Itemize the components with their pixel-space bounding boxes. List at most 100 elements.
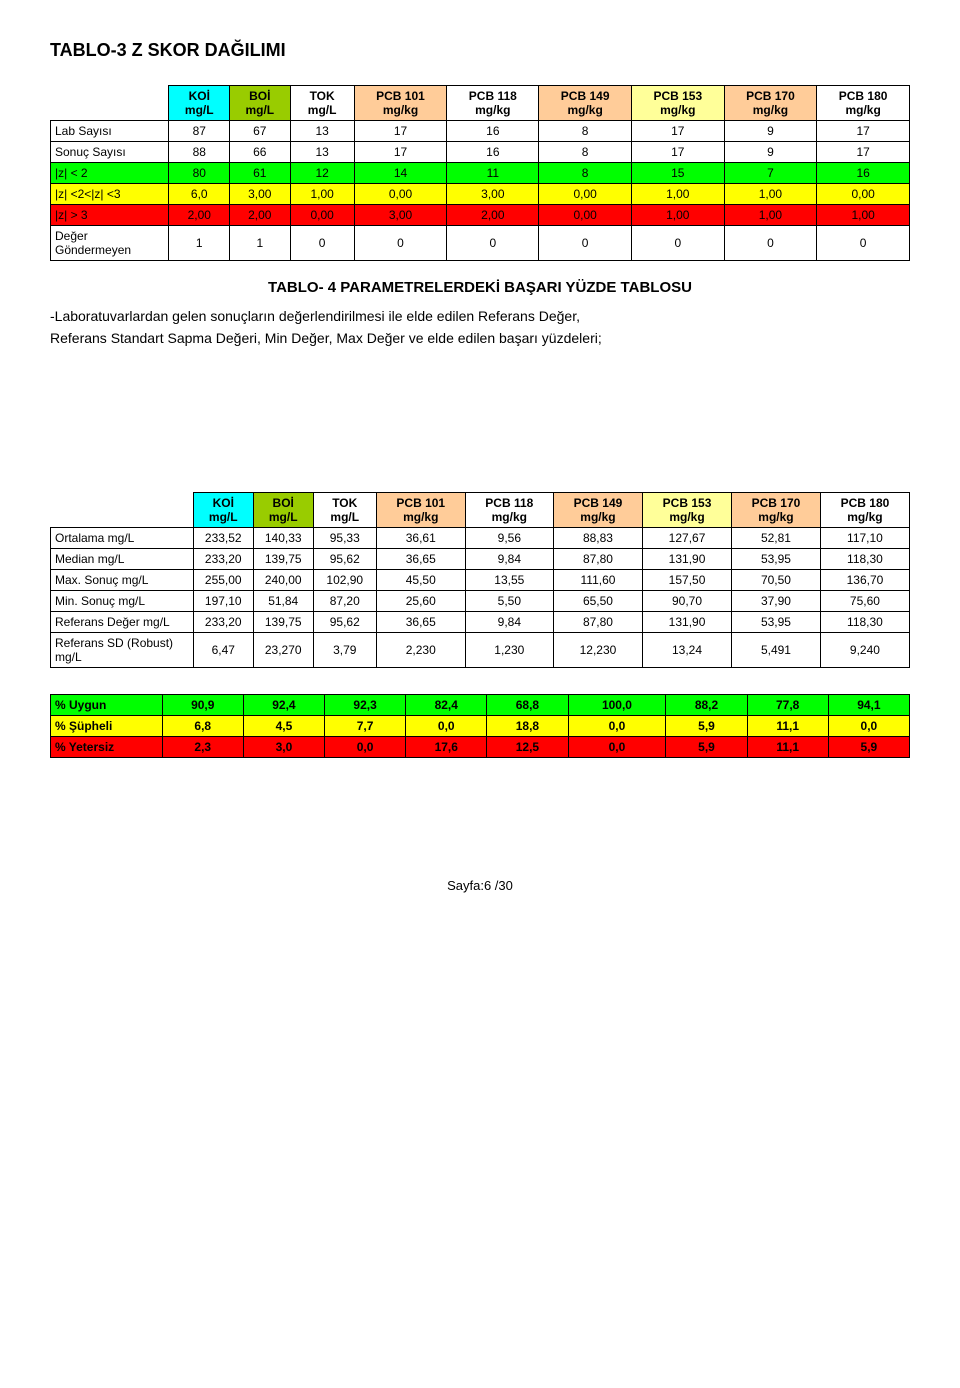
table-cell: 100,0 xyxy=(568,695,666,716)
subtitle: TABLO- 4 PARAMETRELERDEKİ BAŞARI YÜZDE T… xyxy=(50,279,910,296)
table-row: % Yetersiz2,33,00,017,612,50,05,911,15,9 xyxy=(51,737,910,758)
table-cell: 3,00 xyxy=(354,205,447,226)
table-row: Max. Sonuç mg/L255,00240,00102,9045,5013… xyxy=(51,570,910,591)
table-cell: 2,230 xyxy=(376,633,465,668)
table-cell: 17 xyxy=(817,142,910,163)
table-header: KOİ mg/L xyxy=(169,86,230,121)
table-cell: 17,6 xyxy=(406,737,487,758)
table-cell: 8 xyxy=(539,163,632,184)
table-cell: 87,80 xyxy=(553,612,642,633)
table-header: KOİ mg/L xyxy=(193,493,253,528)
table-cell: 36,61 xyxy=(376,528,465,549)
table-cell: 5,9 xyxy=(666,716,747,737)
table-cell: 53,95 xyxy=(732,549,821,570)
table-cell: 13 xyxy=(290,121,354,142)
table-cell: 37,90 xyxy=(732,591,821,612)
table-cell: 17 xyxy=(631,121,724,142)
table-cell: 52,81 xyxy=(732,528,821,549)
table-cell: 0,00 xyxy=(539,184,632,205)
table-stats: KOİ mg/LBOİ mg/LTOK mg/LPCB 101 mg/kgPCB… xyxy=(50,492,910,668)
table-cell: 17 xyxy=(354,121,447,142)
table-cell: 136,70 xyxy=(820,570,909,591)
table-cell: 0 xyxy=(290,226,354,261)
table-header: PCB 118 mg/kg xyxy=(447,86,539,121)
table-cell: 11 xyxy=(447,163,539,184)
table-cell: 36,65 xyxy=(376,612,465,633)
table-cell: 0 xyxy=(631,226,724,261)
table-header: PCB 149 mg/kg xyxy=(553,493,642,528)
table-cell: 9,84 xyxy=(465,549,553,570)
row-label: Max. Sonuç mg/L xyxy=(51,570,194,591)
table-cell: 5,50 xyxy=(465,591,553,612)
table-cell: 6,0 xyxy=(169,184,230,205)
table-cell: 1,00 xyxy=(724,184,817,205)
row-label: Değer Göndermeyen xyxy=(51,226,169,261)
table-header: PCB 170 mg/kg xyxy=(732,493,821,528)
table-header: BOİ mg/L xyxy=(253,493,313,528)
table-header: PCB 149 mg/kg xyxy=(539,86,632,121)
table-row: Ortalama mg/L233,52140,3395,3336,619,568… xyxy=(51,528,910,549)
table-cell: 51,84 xyxy=(253,591,313,612)
desc-line-2: Referans Standart Sapma Değeri, Min Değe… xyxy=(50,330,910,346)
table-header: PCB 118 mg/kg xyxy=(465,493,553,528)
table-cell: 0,00 xyxy=(539,205,632,226)
table-cell: 94,1 xyxy=(828,695,909,716)
table-row: |z| < 28061121411815716 xyxy=(51,163,910,184)
table-cell: 87,80 xyxy=(553,549,642,570)
table-cell: 23,270 xyxy=(253,633,313,668)
table-cell: 0,00 xyxy=(817,184,910,205)
table-cell: 157,50 xyxy=(643,570,732,591)
table-cell: 2,00 xyxy=(447,205,539,226)
table-cell: 0 xyxy=(539,226,632,261)
table-cell: 1 xyxy=(169,226,230,261)
table-cell: 77,8 xyxy=(747,695,828,716)
table-cell: 2,3 xyxy=(162,737,243,758)
table-cell: 0 xyxy=(724,226,817,261)
table-cell: 240,00 xyxy=(253,570,313,591)
table-row: Referans Değer mg/L233,20139,7595,6236,6… xyxy=(51,612,910,633)
table-cell: 75,60 xyxy=(820,591,909,612)
table-cell: 17 xyxy=(631,142,724,163)
table-header: PCB 180 mg/kg xyxy=(820,493,909,528)
table-cell: 88,83 xyxy=(553,528,642,549)
table-percent: % Uygun90,992,492,382,468,8100,088,277,8… xyxy=(50,694,910,758)
row-label: Ortalama mg/L xyxy=(51,528,194,549)
table-cell: 8 xyxy=(539,142,632,163)
row-label: Min. Sonuç mg/L xyxy=(51,591,194,612)
table-cell: 102,90 xyxy=(313,570,376,591)
table-cell: 12,5 xyxy=(487,737,568,758)
table-cell: 90,70 xyxy=(643,591,732,612)
table-cell: 118,30 xyxy=(820,612,909,633)
table-cell: 13,55 xyxy=(465,570,553,591)
table-header: PCB 101 mg/kg xyxy=(376,493,465,528)
table-cell: 197,10 xyxy=(193,591,253,612)
table-cell: 68,8 xyxy=(487,695,568,716)
table-cell: 139,75 xyxy=(253,549,313,570)
table-cell: 0,0 xyxy=(568,737,666,758)
table-cell: 95,62 xyxy=(313,612,376,633)
table-row: Referans SD (Robust) mg/L6,4723,2703,792… xyxy=(51,633,910,668)
table-cell: 0 xyxy=(817,226,910,261)
table-cell: 111,60 xyxy=(553,570,642,591)
page-title: TABLO-3 Z SKOR DAĞILIMI xyxy=(50,40,910,61)
table-cell: 1,00 xyxy=(290,184,354,205)
table-cell: 82,4 xyxy=(406,695,487,716)
row-label: Referans SD (Robust) mg/L xyxy=(51,633,194,668)
table-cell: 17 xyxy=(817,121,910,142)
table-cell: 233,20 xyxy=(193,549,253,570)
table-cell: 0,0 xyxy=(406,716,487,737)
row-label: Lab Sayısı xyxy=(51,121,169,142)
table-cell: 0 xyxy=(447,226,539,261)
table-cell: 127,67 xyxy=(643,528,732,549)
table-header: BOİ mg/L xyxy=(230,86,291,121)
table-header: PCB 153 mg/kg xyxy=(631,86,724,121)
table-cell: 139,75 xyxy=(253,612,313,633)
table-cell: 131,90 xyxy=(643,612,732,633)
table-cell: 7 xyxy=(724,163,817,184)
table-cell: 25,60 xyxy=(376,591,465,612)
table-header: PCB 153 mg/kg xyxy=(643,493,732,528)
table-cell: 13 xyxy=(290,142,354,163)
table-cell: 3,79 xyxy=(313,633,376,668)
row-label: Sonuç Sayısı xyxy=(51,142,169,163)
table-cell: 9,240 xyxy=(820,633,909,668)
